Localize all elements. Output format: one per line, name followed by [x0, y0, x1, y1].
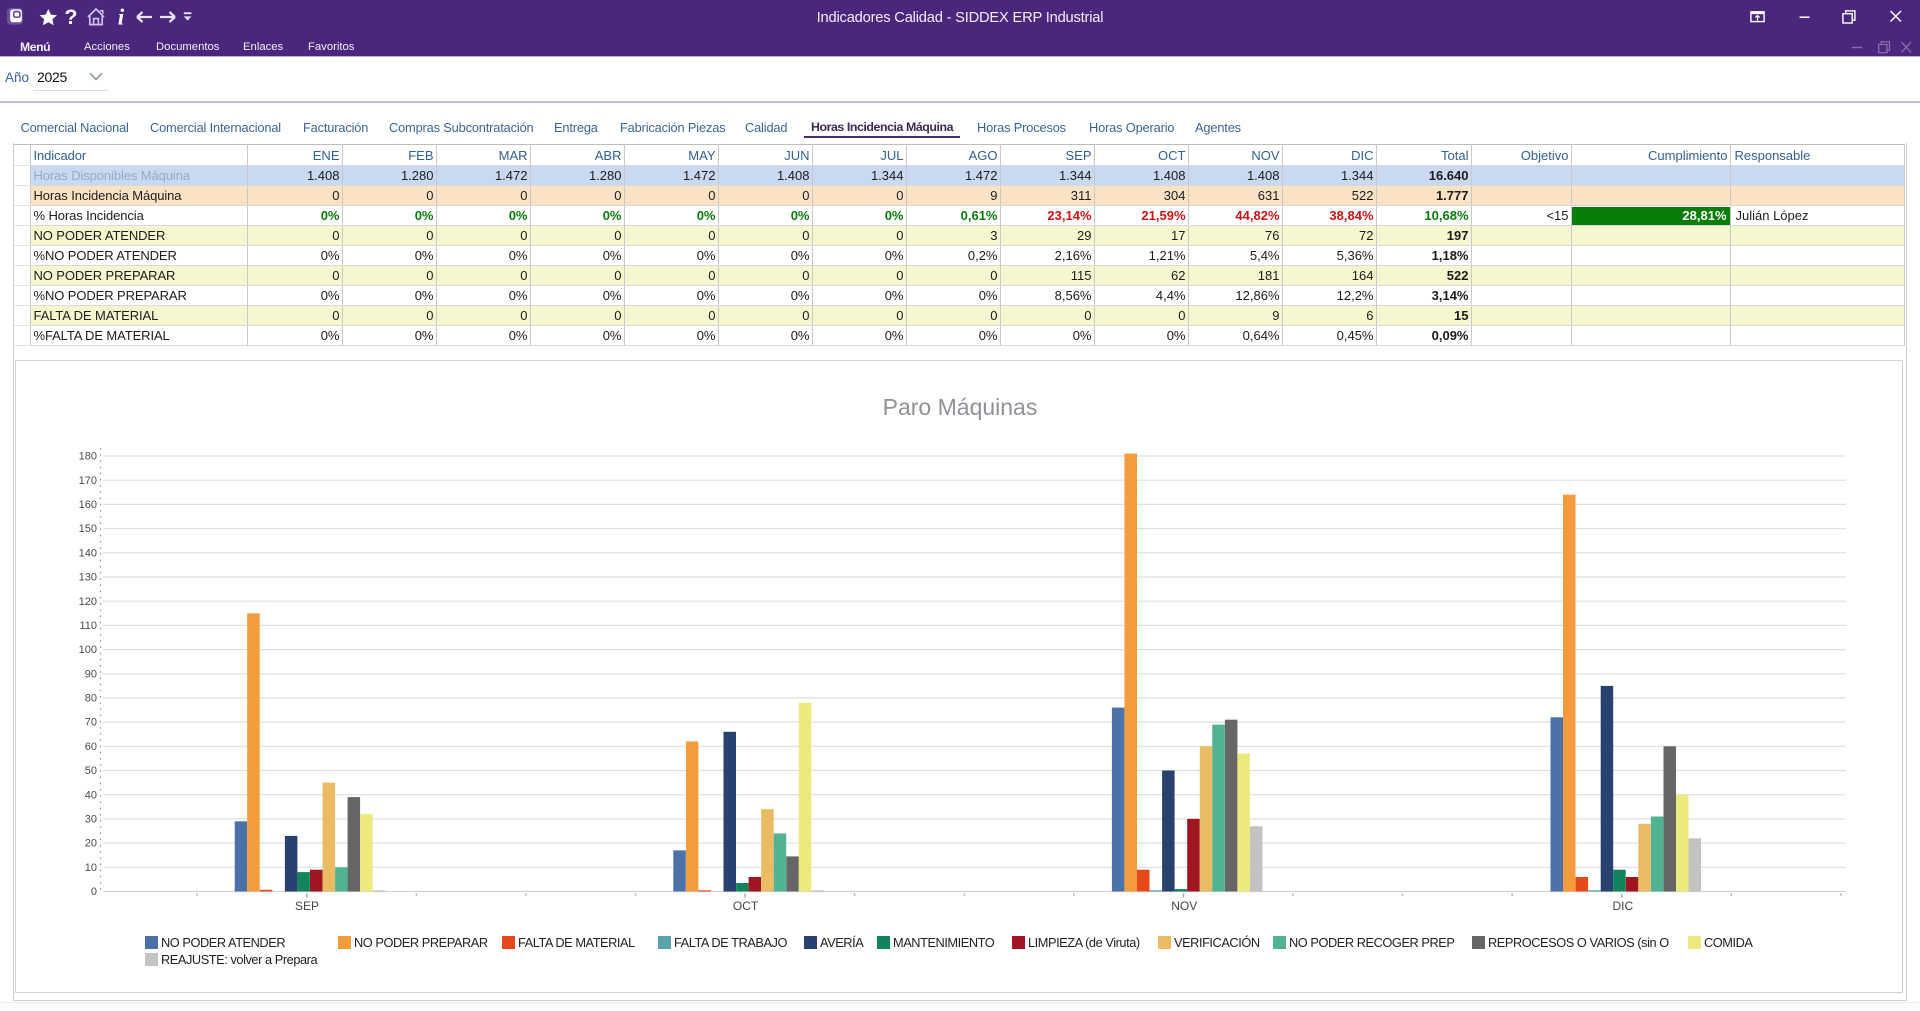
svg-text:170: 170: [79, 475, 97, 487]
svg-text:i: i: [118, 5, 125, 30]
svg-text:SEP: SEP: [295, 899, 319, 913]
svg-text:160: 160: [79, 499, 97, 511]
svg-text:180: 180: [79, 451, 97, 463]
svg-text:OCT: OCT: [733, 899, 759, 913]
svg-text:70: 70: [85, 717, 97, 729]
svg-text:60: 60: [85, 741, 97, 753]
svg-text:80: 80: [85, 693, 97, 705]
svg-text:0: 0: [91, 886, 97, 898]
svg-text:90: 90: [85, 668, 97, 680]
svg-text:?: ?: [64, 5, 77, 29]
svg-text:DIC: DIC: [1612, 899, 1633, 913]
svg-text:120: 120: [79, 596, 97, 608]
svg-text:130: 130: [79, 572, 97, 584]
svg-text:150: 150: [79, 523, 97, 535]
svg-text:50: 50: [85, 765, 97, 777]
svg-text:140: 140: [79, 547, 97, 559]
svg-text:NOV: NOV: [1171, 899, 1197, 913]
svg-text:30: 30: [85, 814, 97, 826]
svg-text:110: 110: [79, 620, 97, 632]
svg-text:100: 100: [79, 644, 97, 656]
svg-text:20: 20: [85, 838, 97, 850]
svg-text:40: 40: [85, 789, 97, 801]
svg-text:10: 10: [85, 862, 97, 874]
